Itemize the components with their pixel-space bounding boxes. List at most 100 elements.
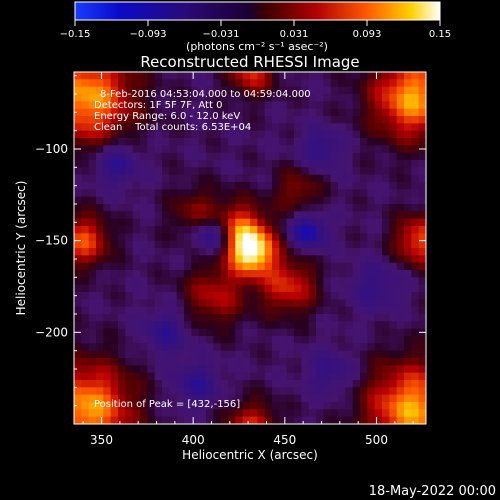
heatmap-cell <box>301 160 310 168</box>
heatmap-cell <box>154 380 163 388</box>
heatmap-cell <box>352 409 361 418</box>
heatmap-cell <box>228 248 236 256</box>
heatmap-cell <box>374 372 383 381</box>
heatmap-cell <box>345 123 354 132</box>
heatmap-cell <box>338 292 346 300</box>
heatmap-cell <box>257 380 266 388</box>
heatmap-cell <box>286 233 295 242</box>
heatmap-cell <box>118 79 126 88</box>
heatmap-cell <box>286 314 295 322</box>
heatmap-cell <box>169 358 178 366</box>
heatmap-cell <box>206 189 214 198</box>
heatmap-cell <box>220 182 229 190</box>
heatmap-cell <box>257 226 266 234</box>
heatmap-cell <box>118 365 126 374</box>
heatmap-cell <box>352 306 361 315</box>
heatmap-cell <box>184 394 192 403</box>
heatmap-cell <box>242 226 251 234</box>
heatmap-cell <box>140 86 148 95</box>
heatmap-cell <box>367 189 376 198</box>
heatmap-cell <box>125 284 134 293</box>
heatmap-cell <box>242 255 251 264</box>
heatmap-cell <box>345 204 354 212</box>
heatmap-cell <box>154 167 163 176</box>
heatmap-cell <box>279 299 288 308</box>
heatmap-cell <box>411 314 420 322</box>
heatmap-cell <box>330 321 339 330</box>
heatmap-cell <box>103 130 112 139</box>
heatmap-cell <box>213 277 222 286</box>
heatmap-cell <box>74 130 82 139</box>
heatmap-cell <box>103 204 112 212</box>
heatmap-cell <box>154 130 163 139</box>
heatmap-cell <box>396 160 405 168</box>
heatmap-cell <box>154 196 163 205</box>
heatmap-cell <box>323 387 332 396</box>
heatmap-cell <box>360 409 368 418</box>
heatmap-cell <box>235 211 244 220</box>
heatmap-cell <box>125 152 134 161</box>
heatmap-cell <box>147 116 156 124</box>
heatmap-cell <box>88 402 97 410</box>
heatmap-cell <box>96 138 104 146</box>
heatmap-cell <box>96 86 104 95</box>
heatmap-cell <box>235 248 244 256</box>
heatmap-cell <box>323 343 332 352</box>
heatmap-cell <box>213 101 222 110</box>
heatmap-cell <box>242 387 251 396</box>
heatmap-cell <box>396 226 405 234</box>
heatmap-cell <box>272 380 280 388</box>
heatmap-cell <box>198 299 207 308</box>
heatmap-cell <box>411 343 420 352</box>
heatmap-cell <box>140 174 148 183</box>
heatmap-cell <box>125 306 134 315</box>
heatmap-cell <box>169 255 178 264</box>
heatmap-cell <box>257 167 266 176</box>
heatmap-cell <box>294 218 302 227</box>
heatmap-cell <box>88 86 97 95</box>
heatmap-cell <box>338 226 346 234</box>
heatmap-cell <box>279 138 288 146</box>
heatmap-cell <box>301 130 310 139</box>
heatmap-cell <box>184 211 192 220</box>
heatmap-cell <box>279 174 288 183</box>
heatmap-cell <box>132 226 141 234</box>
colorbar <box>74 1 441 21</box>
heatmap-cell <box>118 350 126 359</box>
heatmap-cell <box>81 372 90 381</box>
heatmap-cell <box>301 380 310 388</box>
heatmap-cell <box>88 101 97 110</box>
heatmap-cell <box>250 306 258 315</box>
heatmap-cell <box>191 86 200 95</box>
heatmap-cell <box>228 108 236 117</box>
heatmap-cell <box>118 218 126 227</box>
heatmap-cell <box>228 343 236 352</box>
heatmap-cell <box>110 174 119 183</box>
heatmap-cell <box>367 343 376 352</box>
heatmap-cell <box>382 262 390 271</box>
heatmap-cell <box>235 409 244 418</box>
heatmap-cell <box>81 336 90 344</box>
heatmap-cell <box>96 233 104 242</box>
heatmap-cell <box>250 277 258 286</box>
heatmap-cell <box>367 94 376 102</box>
heatmap-cell <box>206 292 214 300</box>
heatmap-cell <box>389 138 398 146</box>
heatmap-cell <box>125 167 134 176</box>
heatmap-cell <box>118 402 126 410</box>
heatmap-cell <box>228 314 236 322</box>
heatmap-cell <box>176 394 185 403</box>
heatmap-cell <box>74 138 82 146</box>
heatmap-cell <box>103 218 112 227</box>
heatmap-cell <box>389 394 398 403</box>
heatmap-cell <box>250 372 258 381</box>
heatmap-cell <box>374 262 383 271</box>
heatmap-cell <box>360 123 368 132</box>
heatmap-cell <box>162 394 170 403</box>
heatmap-cell <box>264 365 273 374</box>
heatmap-cell <box>132 343 141 352</box>
heatmap-cell <box>96 123 104 132</box>
heatmap-cell <box>389 306 398 315</box>
heatmap-cell <box>88 343 97 352</box>
heatmap-cell <box>235 402 244 410</box>
